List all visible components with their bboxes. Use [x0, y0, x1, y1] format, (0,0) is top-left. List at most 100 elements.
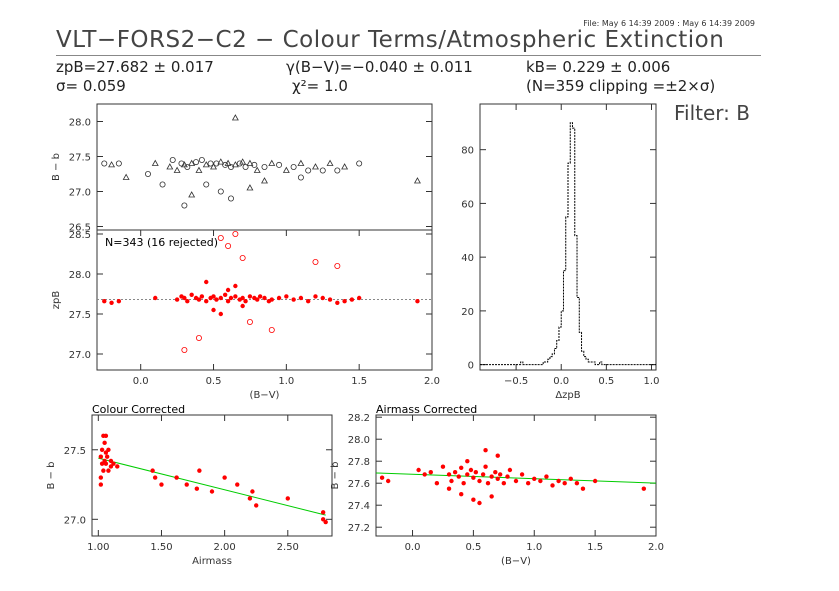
data-point [246, 159, 254, 166]
data-point [580, 486, 586, 491]
data-point [284, 294, 289, 299]
raw_vs_color-ytick-label: 27.0 [69, 188, 91, 199]
data-point [106, 468, 111, 473]
colour_corrected-ytick-label: 27.5 [64, 446, 86, 457]
data-point [209, 489, 215, 494]
data-point [108, 458, 114, 464]
data-point [416, 467, 421, 473]
rejected-point [268, 326, 275, 333]
raw_vs_color-frame [96, 103, 433, 231]
data-point [568, 476, 573, 481]
stat-sigma: σ= 0.059 [56, 77, 126, 95]
data-point [225, 299, 231, 304]
data-point [203, 181, 210, 188]
data-point [188, 191, 196, 198]
colour_corrected-xtick-label: 1.00 [87, 542, 109, 553]
zp_vs_color-annotation: N=343 (16 rejected) [105, 236, 218, 249]
data-point [233, 283, 238, 289]
data-point [115, 464, 120, 469]
data-point [413, 177, 421, 184]
raw_vs_color-ytick-label: 28.0 [69, 118, 91, 129]
data-point [204, 279, 209, 285]
data-point [456, 474, 461, 479]
data-point [182, 295, 187, 301]
data-point [440, 464, 446, 469]
data-point [197, 468, 202, 473]
data-point [335, 300, 340, 305]
rejected-point [334, 262, 341, 269]
data-point [449, 478, 454, 484]
data-point [297, 174, 304, 181]
data-point [495, 476, 500, 481]
data-point [101, 468, 106, 473]
data-point [108, 464, 114, 469]
airmass_corrected-ylabel: B − b [330, 462, 341, 490]
colour_corrected-xtick-label: 2.50 [277, 542, 299, 553]
data-point [194, 486, 200, 491]
data-point [342, 299, 347, 304]
data-point [184, 482, 189, 487]
airmass_corrected-ytick-label: 27.8 [348, 457, 370, 468]
data-point [452, 470, 458, 475]
data-point [98, 475, 104, 480]
data-point [556, 478, 561, 484]
data-point [144, 170, 151, 177]
data-point [188, 159, 196, 166]
airmass_corrected-ytick-label: 27.2 [348, 523, 370, 534]
data-point [254, 503, 259, 508]
data-point [217, 188, 224, 195]
data-point [174, 475, 179, 480]
data-point [99, 447, 105, 452]
data-point [290, 163, 297, 170]
data-point [228, 295, 234, 301]
data-point [532, 476, 537, 481]
zp_vs_color-xtick-label: 2.0 [424, 376, 440, 387]
data-point [327, 297, 333, 302]
data-point [102, 299, 107, 304]
data-point [349, 297, 355, 302]
data-point [166, 163, 174, 170]
airmass_corrected-ytick-label: 28.0 [348, 435, 370, 446]
colour_corrected-title: Colour Corrected [92, 403, 185, 416]
data-point [239, 158, 247, 165]
histogram-xtick-label: −0.5 [504, 376, 528, 387]
data-point [255, 297, 260, 302]
data-point [468, 467, 474, 473]
data-point [257, 294, 263, 299]
data-point [153, 295, 158, 301]
data-point [415, 299, 420, 304]
data-point [111, 461, 116, 466]
histogram-step [480, 122, 656, 366]
data-point [544, 474, 549, 479]
airmass_corrected-xtick-label: 0.0 [405, 542, 421, 553]
data-point [178, 160, 185, 167]
stat-k: kB= 0.229 ± 0.006 [526, 58, 671, 76]
airmass_corrected-xlabel: (B−V) [501, 556, 531, 567]
data-point [574, 481, 580, 486]
title-rule [56, 55, 761, 56]
data-point [116, 299, 122, 304]
data-point [489, 494, 494, 499]
data-point [196, 297, 202, 302]
data-point [222, 292, 228, 297]
data-point [150, 468, 155, 473]
data-point [217, 158, 225, 165]
data-point [356, 295, 362, 301]
zp_vs_color-xtick-label: 1.0 [278, 376, 294, 387]
data-point [356, 160, 363, 167]
colour_corrected-xtick-label: 2.00 [213, 542, 235, 553]
zp_vs_color-ytick-label: 28.0 [69, 270, 91, 281]
data-point [525, 481, 531, 486]
data-point [538, 478, 543, 484]
data-point [189, 292, 194, 297]
data-point [169, 156, 176, 163]
data-point [242, 163, 249, 170]
data-point [465, 459, 470, 464]
airmass_corrected-ytick-label: 28.2 [348, 413, 370, 424]
zp_vs_color-ylabel: zpB [51, 291, 62, 310]
filter-label: Filter: B [674, 101, 750, 125]
data-point [261, 177, 268, 184]
data-point [471, 475, 476, 480]
stat-clip: (N=359 clipping =±2×σ) [526, 77, 716, 95]
